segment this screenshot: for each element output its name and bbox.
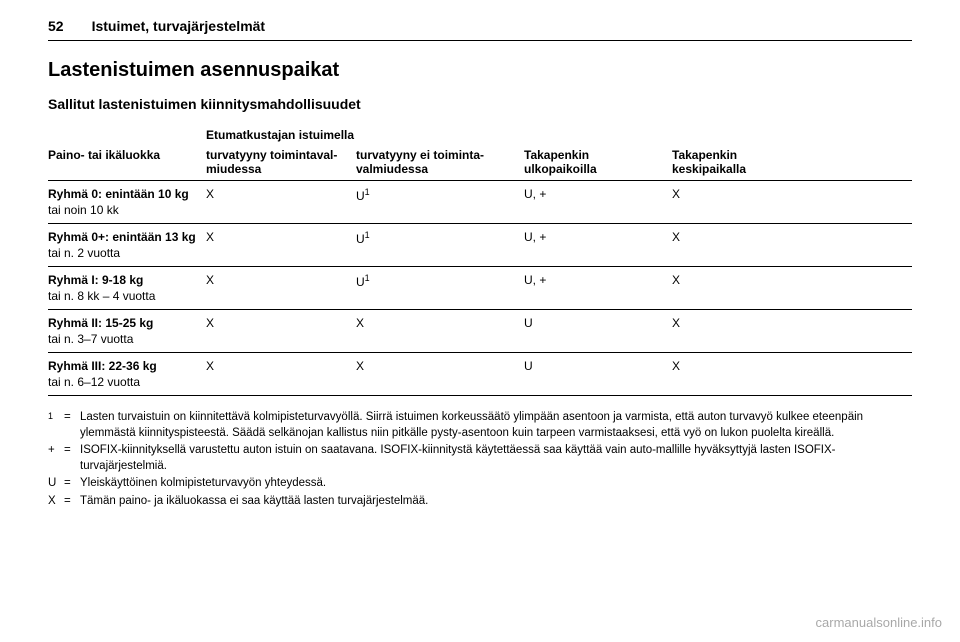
table-row: Ryhmä 0+: enintään 13 kg tai n. 2 vuotta X…	[48, 224, 912, 267]
footnote-key: 1	[48, 410, 64, 441]
value-cell: X	[356, 310, 524, 353]
watermark: carmanualsonline.info	[816, 615, 942, 630]
value-cell: U1	[356, 267, 524, 310]
section-title: Istuimet, turvajärjestelmät	[92, 18, 266, 34]
install-table: Etumatkustajan istuimella Paino- tai ikä…	[48, 124, 912, 396]
col-weight: Paino- tai ikäluokka	[48, 144, 206, 181]
group-name: Ryhmä III: 22-36 kg	[48, 359, 200, 373]
group-cell: Ryhmä I: 9-18 kg tai n. 8 kk – 4 vuotta	[48, 267, 206, 310]
value-cell: X	[206, 267, 356, 310]
col-rear-outer: Takapenkin ulkopaikoilla	[524, 144, 672, 181]
main-heading: Lastenistuimen asennuspaikat	[48, 59, 912, 82]
value-cell: X	[206, 181, 356, 224]
table-super-header: Etumatkustajan istuimella	[206, 124, 524, 144]
footnote-row: X=Tämän paino- ja ikäluokassa ei saa käy…	[48, 494, 912, 510]
footnote-equals: =	[64, 410, 80, 441]
value-cell: X	[206, 224, 356, 267]
page-number: 52	[48, 18, 64, 34]
group-sub: tai n. 6–12 vuotta	[48, 375, 200, 389]
footnote-equals: =	[64, 494, 80, 510]
header-divider	[48, 40, 912, 41]
footnotes: 1=Lasten turvaistuin on kiinnitettävä ko…	[48, 410, 912, 509]
footnote-equals: =	[64, 476, 80, 492]
value-cell: X	[672, 353, 912, 396]
col-front-active: turvatyyny toimintaval- miudessa	[206, 144, 356, 181]
group-cell: Ryhmä II: 15-25 kg tai n. 3–7 vuotta	[48, 310, 206, 353]
value-cell: U	[524, 310, 672, 353]
col-front-inactive: turvatyyny ei toiminta- valmiudessa	[356, 144, 524, 181]
footnote-row: U=Yleiskäyttöinen kolmipisteturvavyön yh…	[48, 476, 912, 492]
value-cell: X	[672, 181, 912, 224]
footnote-row: +=ISOFIX-kiinnityksellä varustettu auton…	[48, 443, 912, 474]
group-cell: Ryhmä 0: enintään 10 kg tai noin 10 kk	[48, 181, 206, 224]
group-cell: Ryhmä III: 22-36 kg tai n. 6–12 vuotta	[48, 353, 206, 396]
value-cell: X	[206, 353, 356, 396]
value-cell: U1	[356, 224, 524, 267]
group-sub: tai n. 2 vuotta	[48, 246, 200, 260]
value-cell: U, +	[524, 224, 672, 267]
group-name: Ryhmä I: 9-18 kg	[48, 273, 200, 287]
value-cell: U1	[356, 181, 524, 224]
footnote-text: Lasten turvaistuin on kiinnitettävä kolm…	[80, 410, 912, 441]
group-sub: tai n. 8 kk – 4 vuotta	[48, 289, 200, 303]
group-sub: tai n. 3–7 vuotta	[48, 332, 200, 346]
footnote-key: U	[48, 476, 64, 492]
footnote-text: Yleiskäyttöinen kolmipisteturvavyön yhte…	[80, 476, 912, 492]
value-cell: X	[672, 310, 912, 353]
group-cell: Ryhmä 0+: enintään 13 kg tai n. 2 vuotta	[48, 224, 206, 267]
value-cell: U, +	[524, 181, 672, 224]
group-name: Ryhmä II: 15-25 kg	[48, 316, 200, 330]
value-cell: X	[356, 353, 524, 396]
col-rear-center: Takapenkin keskipaikalla	[672, 144, 912, 181]
footnote-row: 1=Lasten turvaistuin on kiinnitettävä ko…	[48, 410, 912, 441]
footnote-equals: =	[64, 443, 80, 474]
footnote-text: ISOFIX-kiinnityksellä varustettu auton i…	[80, 443, 912, 474]
value-cell: X	[672, 224, 912, 267]
sub-heading: Sallitut lastenistuimen kiinnitysmahdoll…	[48, 96, 912, 112]
group-sub: tai noin 10 kk	[48, 203, 200, 217]
value-cell: U	[524, 353, 672, 396]
group-name: Ryhmä 0+: enintään 13 kg	[48, 230, 200, 244]
group-name: Ryhmä 0: enintään 10 kg	[48, 187, 200, 201]
footnote-key: +	[48, 443, 64, 474]
footnote-text: Tämän paino- ja ikäluokassa ei saa käytt…	[80, 494, 912, 510]
table-row: Ryhmä 0: enintään 10 kgtai noin 10 kkXU1…	[48, 181, 912, 224]
footnote-key: X	[48, 494, 64, 510]
table-row: Ryhmä I: 9-18 kgtai n. 8 kk – 4 vuottaXU…	[48, 267, 912, 310]
value-cell: U, +	[524, 267, 672, 310]
table-row: Ryhmä III: 22-36 kgtai n. 6–12 vuottaXXU…	[48, 353, 912, 396]
value-cell: X	[672, 267, 912, 310]
table-row: Ryhmä II: 15-25 kgtai n. 3–7 vuottaXXUX	[48, 310, 912, 353]
value-cell: X	[206, 310, 356, 353]
